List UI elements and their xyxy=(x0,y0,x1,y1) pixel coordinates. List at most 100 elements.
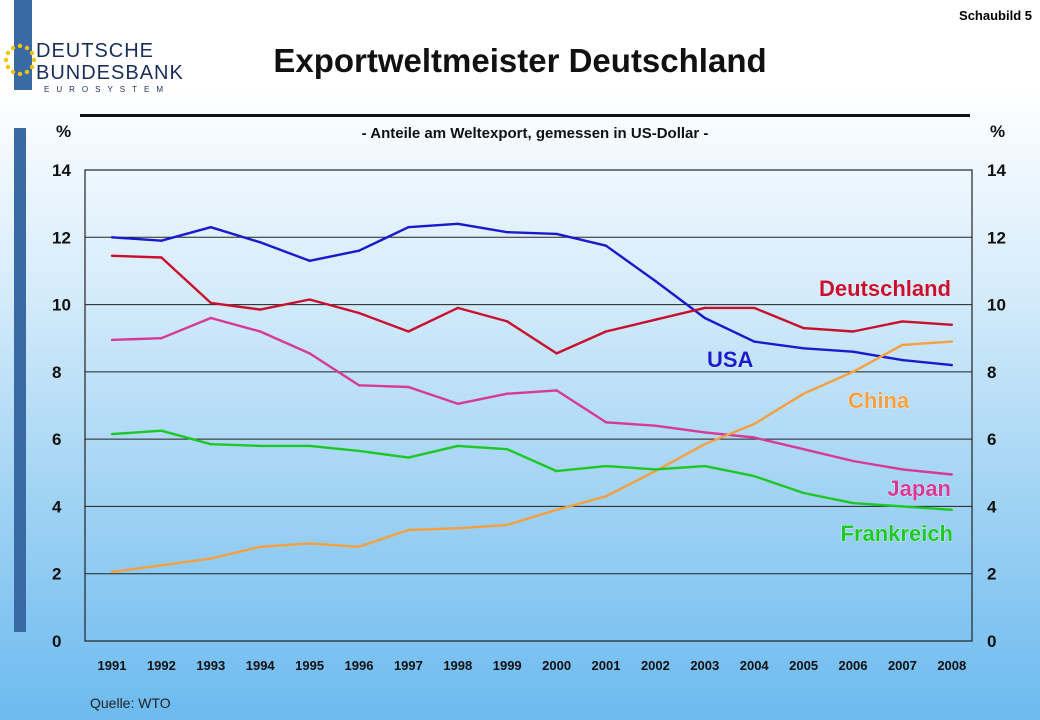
x-tick-2001: 2001 xyxy=(592,658,621,673)
data-point-frankreich-1996 xyxy=(357,449,361,453)
data-point-japan-2004 xyxy=(753,436,756,439)
data-point-china-1999 xyxy=(506,523,509,527)
series-line-deutschland xyxy=(111,254,952,355)
chart-subtitle: - Anteile am Weltexport, gemessen in US-… xyxy=(361,125,709,142)
y-tick-right-10: 10 xyxy=(987,296,1006,315)
y-tick-left-4: 4 xyxy=(52,497,62,516)
data-point-deutschland-2002 xyxy=(654,318,657,321)
data-point-frankreich-2006 xyxy=(851,501,855,505)
data-point-frankreich-2007 xyxy=(901,505,904,508)
data-point-frankreich-2002 xyxy=(654,468,657,471)
data-point-deutschland-1992 xyxy=(160,256,163,259)
y-tick-left-0: 0 xyxy=(52,632,61,651)
data-point-deutschland-2000 xyxy=(555,352,558,355)
y-tick-left-12: 12 xyxy=(52,228,71,247)
x-tick-2006: 2006 xyxy=(839,658,868,673)
data-point-japan-2005 xyxy=(802,448,805,451)
data-point-china-1997 xyxy=(407,528,410,532)
data-point-usa-2003 xyxy=(703,316,706,320)
data-point-japan-1997 xyxy=(407,385,410,389)
data-point-deutschland-2007 xyxy=(901,320,904,323)
y-tick-right-8: 8 xyxy=(987,363,996,382)
y-tick-right-2: 2 xyxy=(987,565,996,584)
y-tick-left-10: 10 xyxy=(52,296,71,315)
data-point-frankreich-1999 xyxy=(506,448,509,451)
data-point-japan-2002 xyxy=(654,424,657,427)
data-point-usa-1996 xyxy=(357,249,361,252)
y-tick-left-8: 8 xyxy=(52,363,61,382)
data-point-usa-1998 xyxy=(456,222,459,226)
data-point-usa-2002 xyxy=(654,279,657,283)
series-line-frankreich xyxy=(111,429,952,511)
x-tick-2005: 2005 xyxy=(789,658,818,673)
data-point-frankreich-1998 xyxy=(456,444,459,448)
data-point-china-2003 xyxy=(703,442,706,446)
data-point-usa-2001 xyxy=(604,244,608,247)
data-point-japan-2008 xyxy=(950,473,953,476)
data-point-china-1992 xyxy=(160,564,163,567)
y-axis-unit-right: % xyxy=(990,122,1006,141)
data-point-china-1998 xyxy=(456,527,459,530)
series-label-usa: USA xyxy=(707,347,754,372)
data-point-frankreich-1995 xyxy=(308,444,311,448)
y-tick-left-6: 6 xyxy=(52,430,61,449)
data-point-japan-1991 xyxy=(110,338,114,342)
data-point-japan-1998 xyxy=(456,402,459,406)
data-point-china-1991 xyxy=(110,570,114,574)
y-tick-right-14: 14 xyxy=(987,161,1006,180)
data-point-frankreich-2000 xyxy=(555,469,558,473)
series-label-japan: Japan xyxy=(887,476,951,501)
y-tick-left-14: 14 xyxy=(52,161,71,180)
data-point-deutschland-1995 xyxy=(308,298,311,301)
x-tick-1999: 1999 xyxy=(493,658,522,673)
data-point-china-2004 xyxy=(753,422,756,426)
x-tick-2008: 2008 xyxy=(937,658,966,673)
x-tick-1995: 1995 xyxy=(295,658,324,673)
data-point-china-1995 xyxy=(308,542,311,545)
data-point-japan-1996 xyxy=(357,384,361,387)
x-tick-1998: 1998 xyxy=(443,658,472,673)
data-point-deutschland-1994 xyxy=(259,308,262,311)
x-tick-2004: 2004 xyxy=(740,658,770,673)
y-tick-right-0: 0 xyxy=(987,632,996,651)
series-label-frankreich: Frankreich xyxy=(841,521,954,546)
data-point-deutschland-2005 xyxy=(802,326,805,330)
data-point-china-2008 xyxy=(950,340,953,343)
x-tick-1996: 1996 xyxy=(345,658,374,673)
x-tick-1994: 1994 xyxy=(246,658,276,673)
decorative-bar-left xyxy=(14,128,26,632)
data-point-usa-1999 xyxy=(506,231,509,234)
y-tick-right-12: 12 xyxy=(987,228,1006,247)
x-tick-1991: 1991 xyxy=(98,658,127,673)
data-point-japan-2006 xyxy=(851,459,855,463)
data-point-frankreich-1992 xyxy=(160,429,163,432)
data-point-china-1993 xyxy=(209,557,212,560)
chart-title: Exportweltmeister Deutschland xyxy=(273,42,767,79)
x-tick-2000: 2000 xyxy=(542,658,571,673)
x-tick-2003: 2003 xyxy=(690,658,719,673)
y-axis-unit-left: % xyxy=(56,122,72,141)
data-point-japan-1995 xyxy=(308,352,311,355)
data-point-frankreich-2008 xyxy=(950,508,953,511)
x-tick-1992: 1992 xyxy=(147,658,176,673)
series-line-japan xyxy=(111,316,952,476)
data-point-frankreich-1993 xyxy=(209,442,212,446)
data-point-china-2006 xyxy=(851,370,855,374)
y-tick-left-2: 2 xyxy=(52,565,61,584)
data-point-deutschland-2001 xyxy=(604,330,608,333)
data-point-china-2000 xyxy=(555,508,558,511)
data-point-frankreich-1994 xyxy=(259,444,262,448)
series-line-china xyxy=(111,340,952,574)
x-tick-2002: 2002 xyxy=(641,658,670,673)
y-tick-right-6: 6 xyxy=(987,430,996,449)
data-point-usa-2008 xyxy=(950,363,953,367)
data-point-japan-1994 xyxy=(259,330,262,333)
data-point-china-1996 xyxy=(357,545,361,548)
data-point-china-1994 xyxy=(259,545,262,548)
data-point-usa-2004 xyxy=(753,340,756,343)
data-point-japan-2007 xyxy=(901,468,904,471)
data-point-japan-2000 xyxy=(555,389,558,392)
data-point-deutschland-1999 xyxy=(506,320,509,323)
data-point-usa-1993 xyxy=(209,225,212,229)
